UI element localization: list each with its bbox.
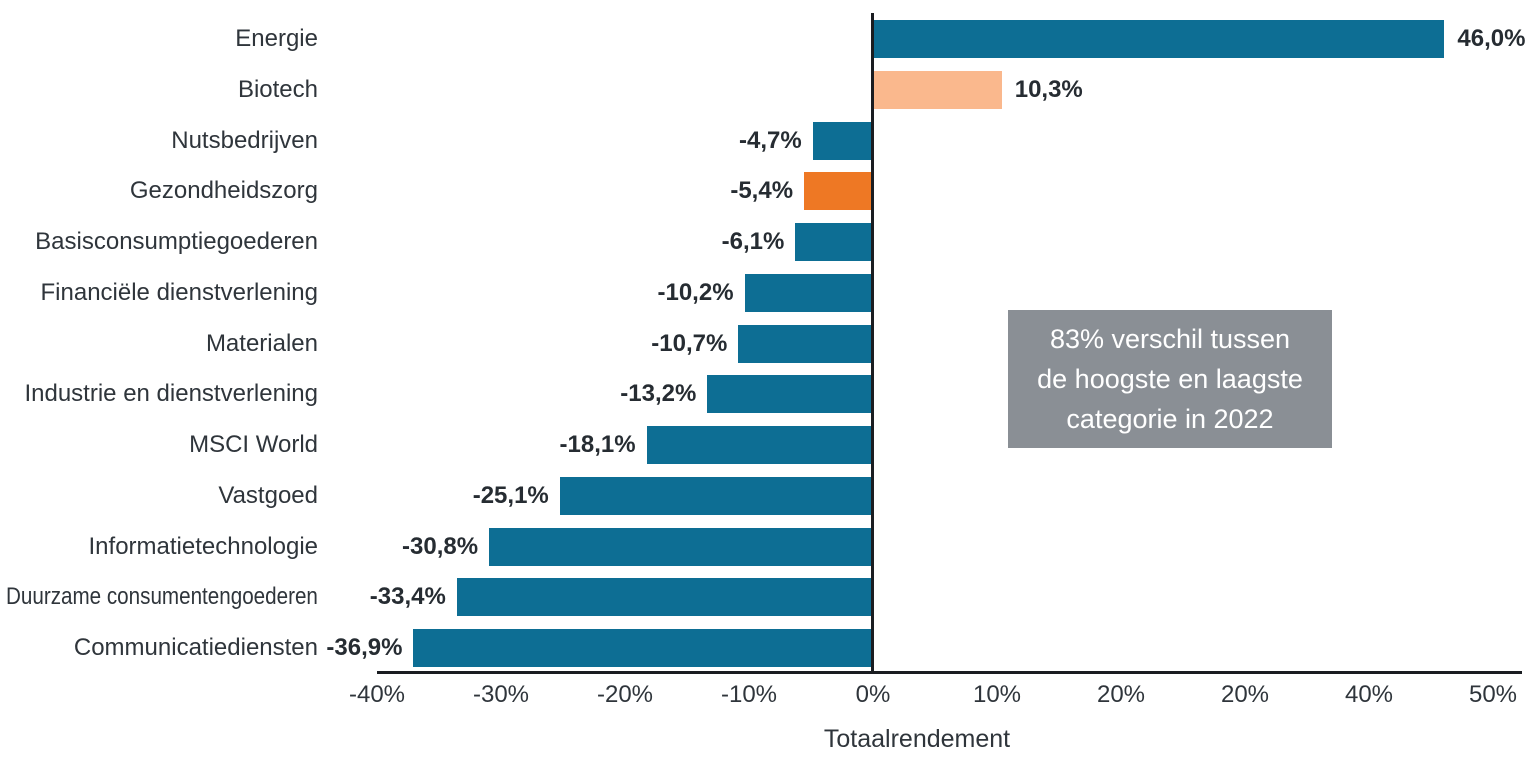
bar — [489, 527, 871, 566]
category-label: Informatietechnologie — [88, 532, 318, 560]
value-label: 46,0% — [1457, 25, 1526, 52]
bar — [646, 426, 871, 464]
x-tick-label: 40% — [1344, 681, 1394, 708]
category-label: Vastgoed — [218, 481, 318, 509]
value-label: 10,3% — [1014, 75, 1083, 103]
bar — [795, 223, 871, 261]
x-tick-label: 0% — [855, 681, 891, 708]
x-axis-line — [377, 671, 1522, 674]
x-tick-label: -30% — [472, 681, 530, 708]
category-label: Nutsbedrijven — [171, 126, 318, 154]
x-tick-label: 50% — [1468, 681, 1518, 708]
value-label: -4,7% — [739, 126, 802, 154]
bar — [874, 20, 1445, 58]
value-label: -10,2% — [657, 278, 734, 306]
category-label: Biotech — [237, 75, 318, 103]
value-label: -33,4% — [369, 583, 446, 611]
bar — [804, 172, 871, 211]
value-label: -36,9% — [326, 634, 403, 661]
x-tick-label: 20% — [1220, 681, 1270, 708]
category-label: Industrie en dienstverlening — [24, 380, 318, 408]
bar — [738, 324, 871, 363]
category-label: Energie — [235, 25, 318, 52]
value-label: -25,1% — [472, 481, 549, 509]
annotation-line-3: categorie in 2022 — [1066, 404, 1274, 434]
value-label: -30,8% — [402, 532, 479, 560]
bar — [707, 375, 871, 414]
value-label: -5,4% — [730, 177, 794, 205]
bar — [812, 121, 871, 160]
bar — [456, 578, 871, 617]
category-label: Basisconsumptiegoederen — [35, 228, 318, 255]
bar — [744, 273, 871, 312]
category-label: Financiële dienstverlening — [40, 278, 319, 306]
value-label: -18,1% — [559, 431, 636, 458]
bar — [413, 629, 871, 667]
category-label: Communicatiediensten — [73, 634, 318, 661]
x-tick-label: -10% — [720, 681, 778, 708]
bar — [559, 476, 871, 515]
x-tick-label: 20% — [1096, 681, 1146, 708]
category-label: Gezondheidszorg — [129, 177, 318, 205]
category-label: Materialen — [205, 329, 318, 357]
annotation-line-1: 83% verschil tussen — [1049, 324, 1291, 354]
zero-axis-line — [871, 13, 874, 674]
x-axis-title: Totaalrendement — [823, 725, 1011, 753]
value-label: -6,1% — [721, 228, 785, 255]
annotation-box: 83% verschil tussen de hoogste en laagst… — [1008, 310, 1332, 448]
x-tick-label: -20% — [596, 681, 654, 708]
category-label: Duurzame consumentengoederen — [6, 583, 318, 611]
value-label: -10,7% — [651, 329, 728, 357]
annotation-line-2: de hoogste en laagste — [1037, 364, 1303, 394]
bar — [874, 70, 1002, 109]
category-label: MSCI World — [189, 431, 318, 458]
x-tick-label: 10% — [972, 681, 1022, 708]
value-label: -13,2% — [620, 380, 697, 408]
x-tick-label: -40% — [348, 681, 406, 708]
